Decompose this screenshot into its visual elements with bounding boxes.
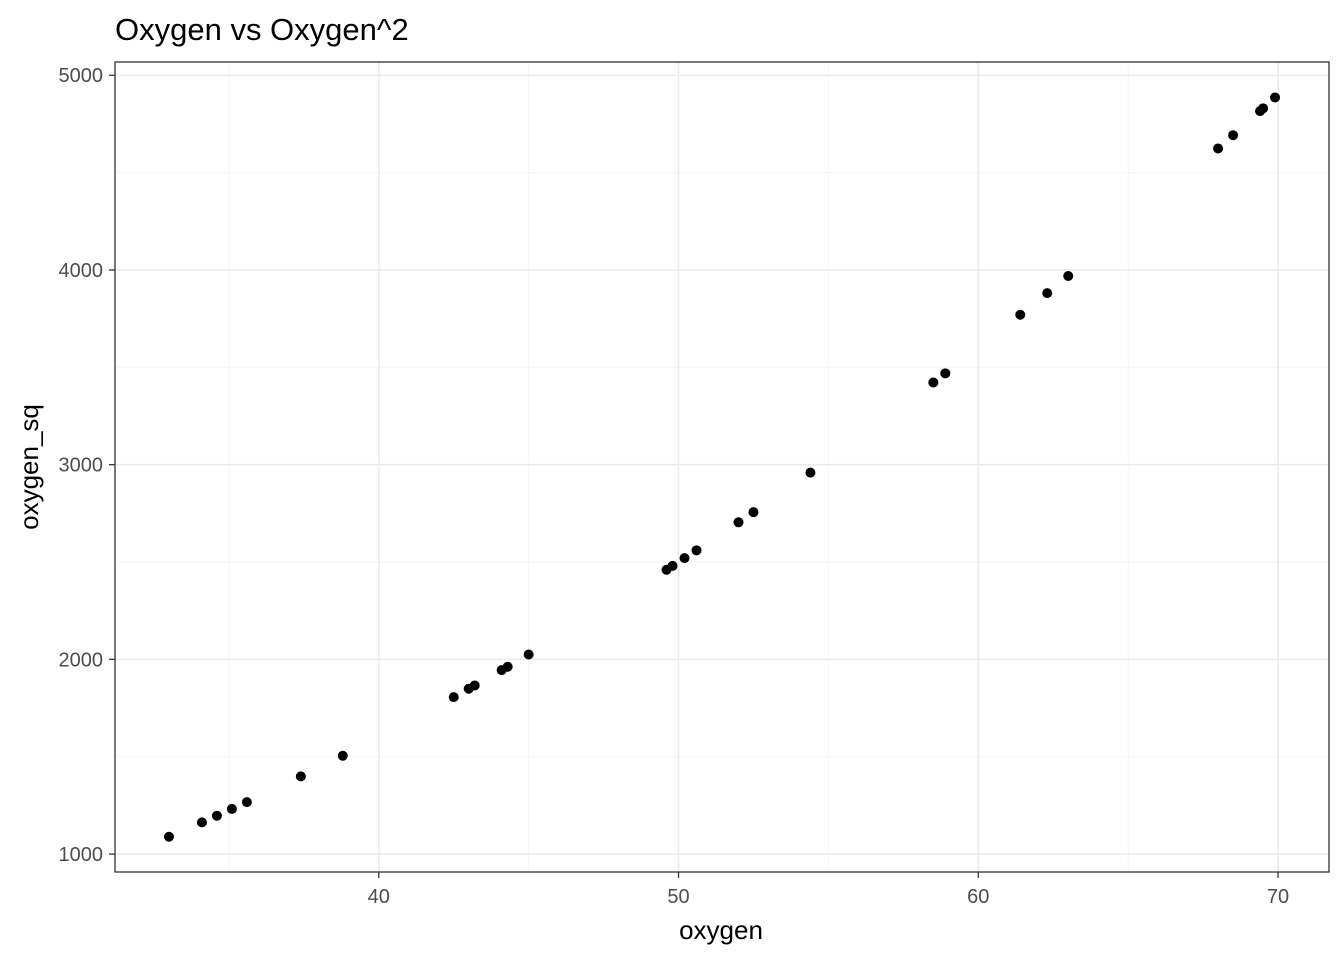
data-point [928, 377, 939, 388]
y-tick-label: 5000 [59, 65, 104, 87]
data-point [1015, 309, 1026, 320]
data-point [667, 560, 678, 571]
data-point [1063, 270, 1074, 281]
data-point [502, 661, 513, 672]
data-point [163, 831, 174, 842]
y-tick-label: 3000 [59, 455, 104, 477]
data-point [805, 467, 816, 478]
y-tick-label: 4000 [59, 260, 104, 282]
grid [115, 62, 1329, 872]
data-point [679, 553, 690, 564]
data-point [448, 692, 459, 703]
data-point [196, 817, 207, 828]
y-axis-title: oxygen_sq [14, 404, 44, 530]
data-point [940, 368, 951, 379]
data-point [469, 680, 480, 691]
data-point [1228, 130, 1239, 141]
x-axis-title: oxygen [679, 915, 763, 945]
data-point [1258, 103, 1269, 114]
data-point [295, 771, 306, 782]
data-point [748, 507, 759, 518]
data-point [1213, 143, 1224, 154]
data-point [733, 517, 744, 528]
data-point [226, 803, 237, 814]
data-point [1042, 288, 1053, 299]
panel-border [114, 61, 1330, 873]
data-point [1270, 92, 1281, 103]
x-tick-label: 50 [667, 886, 689, 908]
chart-title: Oxygen vs Oxygen^2 [115, 12, 409, 47]
x-tick-label: 60 [967, 886, 989, 908]
x-tick-label: 70 [1267, 886, 1289, 908]
x-tick-label: 40 [368, 886, 390, 908]
y-tick-label: 1000 [59, 844, 104, 866]
data-point [211, 810, 222, 821]
data-point [523, 649, 534, 660]
data-point [241, 797, 252, 808]
axes: 40 50 60 70 1000 2000 3000 4000 5000 [59, 65, 1290, 908]
y-tick-label: 2000 [59, 649, 104, 671]
data-point [691, 545, 702, 556]
data-point [337, 750, 348, 761]
scatter-points [163, 92, 1281, 842]
